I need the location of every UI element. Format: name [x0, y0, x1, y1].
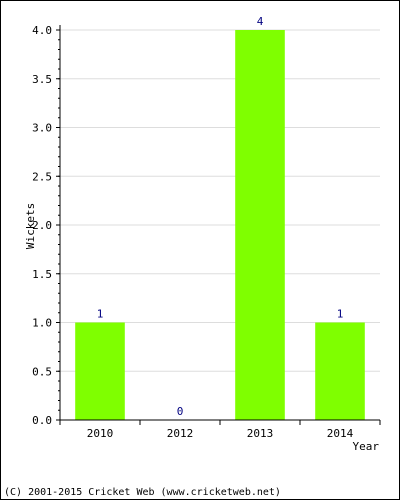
y-tick-label: 4.0 [32, 24, 52, 37]
grid-lines [60, 29, 380, 372]
y-tick-label: 2.5 [32, 170, 52, 183]
x-tick-label: 2012 [167, 427, 194, 440]
data-labels: 1 0 4 1 [97, 15, 344, 418]
y-tick-label: 2.0 [32, 219, 52, 232]
bar-2014 [315, 322, 365, 420]
axes [56, 25, 381, 425]
x-tick-labels: 2010 2012 2013 2014 [87, 427, 354, 440]
copyright-footer: (C) 2001-2015 Cricket Web (www.cricketwe… [4, 487, 281, 498]
y-tick-label: 0.0 [32, 414, 52, 427]
bar-2013 [235, 30, 285, 420]
x-tick-label: 2014 [327, 427, 354, 440]
x-axis-label: Year [353, 440, 380, 453]
y-tick-label: 1.0 [32, 317, 52, 330]
x-tick-label: 2010 [87, 427, 114, 440]
data-label-2010: 1 [97, 308, 104, 321]
y-tick-label: 3.5 [32, 73, 52, 86]
y-tick-label: 3.0 [32, 122, 52, 135]
data-label-2012: 0 [177, 405, 184, 418]
x-tick-label: 2013 [247, 427, 274, 440]
bars [75, 30, 365, 420]
y-axis-label: Wickets [24, 203, 37, 249]
y-tick-labels: 0.0 0.5 1.0 1.5 2.0 2.5 3.0 3.5 4.0 [32, 24, 52, 427]
y-tick-label: 0.5 [32, 365, 52, 378]
data-label-2014: 1 [337, 308, 344, 321]
y-tick-label: 1.5 [32, 268, 52, 281]
data-label-2013: 4 [257, 15, 264, 28]
bar-2010 [75, 322, 125, 420]
